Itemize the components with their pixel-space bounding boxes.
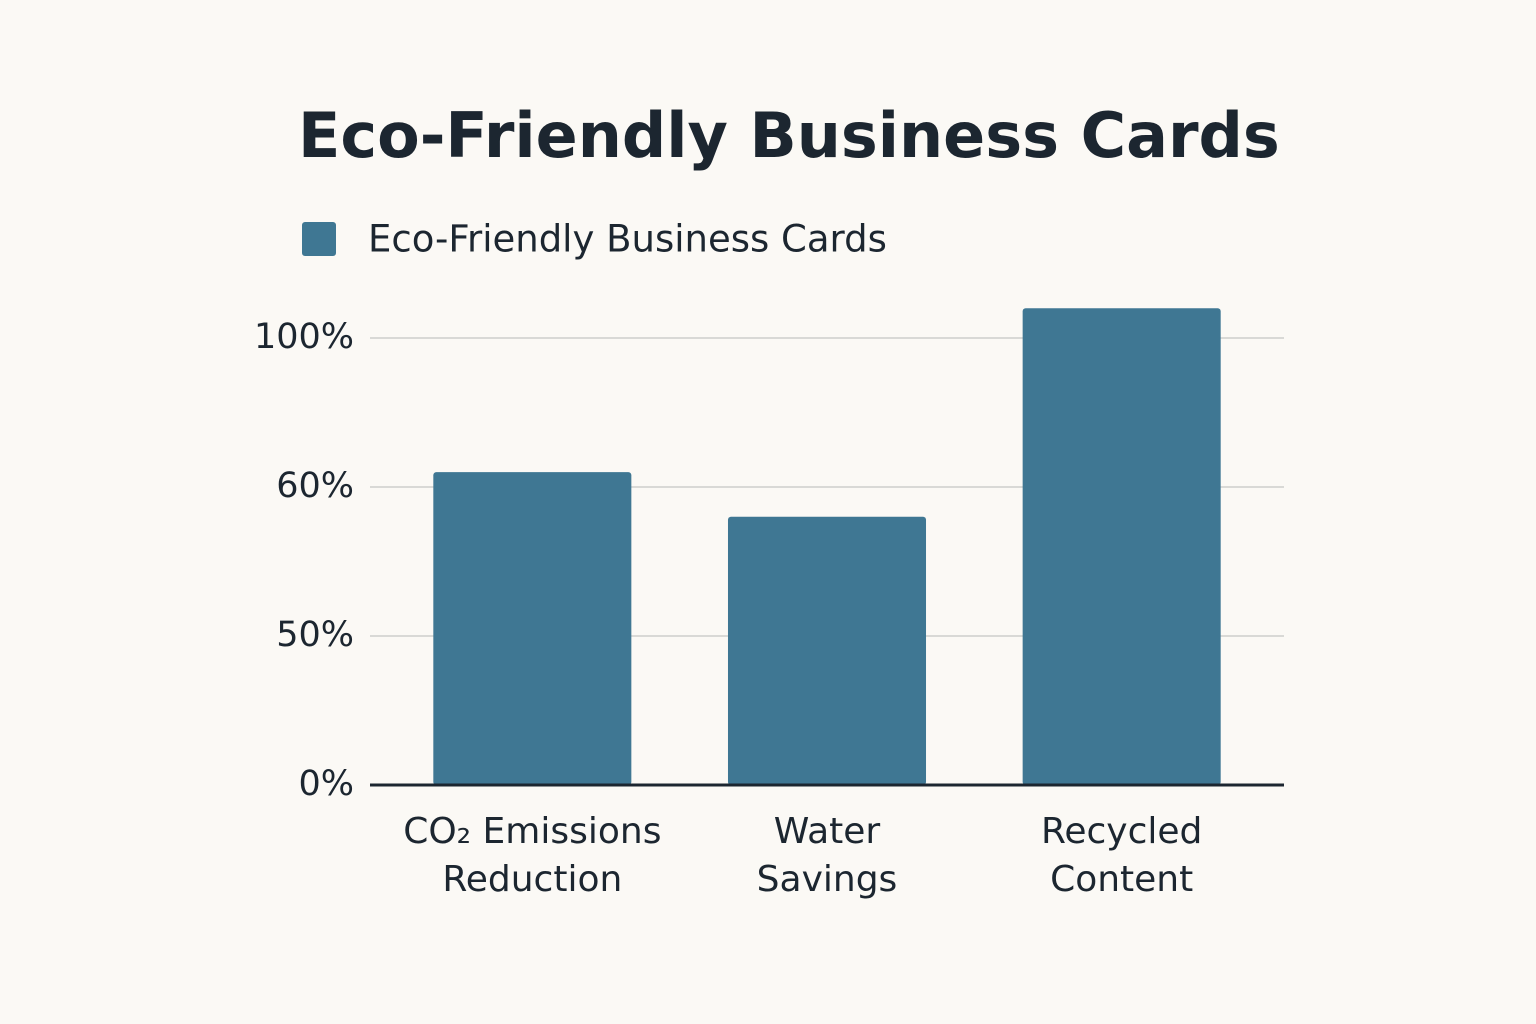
x-tick-label: CO₂ Emissions Reduction	[403, 811, 662, 900]
chart-title: Eco-Friendly Business Cards	[298, 99, 1280, 172]
legend-label: Eco-Friendly Business Cards	[368, 218, 887, 261]
bar	[727, 516, 927, 785]
bar	[1022, 308, 1221, 785]
y-tick-label: 60%	[276, 466, 354, 506]
x-tick-label: Recycled Content	[1040, 811, 1203, 900]
legend-swatch	[302, 222, 336, 256]
y-tick-label: 100%	[254, 317, 354, 357]
bar	[433, 472, 632, 785]
y-tick-label: 50%	[276, 615, 354, 655]
x-tick-label: Water Savings	[756, 811, 898, 900]
y-tick-label: 0%	[298, 764, 354, 804]
